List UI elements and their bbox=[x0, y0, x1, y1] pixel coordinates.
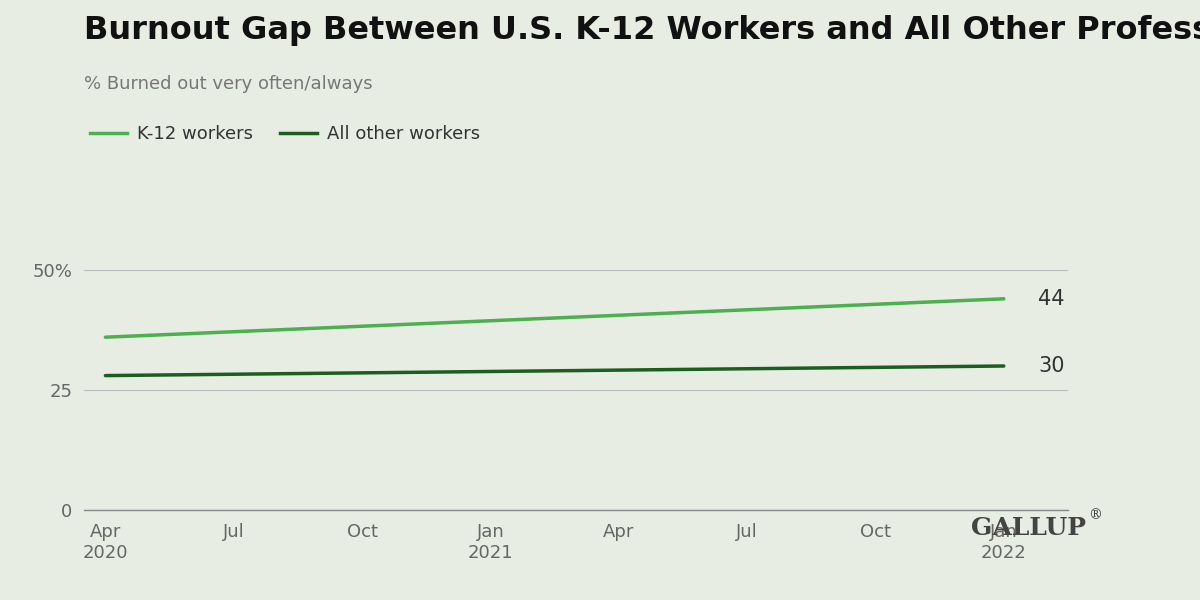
Text: % Burned out very often/always: % Burned out very often/always bbox=[84, 75, 373, 93]
Text: 44: 44 bbox=[1038, 289, 1064, 309]
Text: GALLUP: GALLUP bbox=[971, 516, 1086, 540]
Text: ®: ® bbox=[1088, 508, 1103, 522]
Text: 30: 30 bbox=[1038, 356, 1064, 376]
Legend: K-12 workers, All other workers: K-12 workers, All other workers bbox=[83, 118, 487, 150]
Text: Burnout Gap Between U.S. K-12 Workers and All Other Professions: Burnout Gap Between U.S. K-12 Workers an… bbox=[84, 15, 1200, 46]
